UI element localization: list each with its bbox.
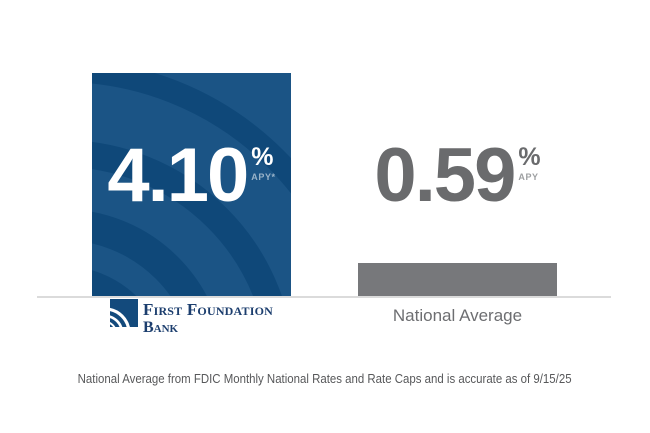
logo-wordmark: First Foundation Bank xyxy=(143,299,273,336)
first-foundation-bank-logo: First Foundation Bank xyxy=(92,299,291,336)
logo-swoosh-icon xyxy=(109,299,138,327)
baseline-axis xyxy=(37,296,611,298)
ffb-percent-sign: % xyxy=(251,143,274,171)
national-rate-value: 0.59 xyxy=(374,133,516,218)
national-value-group: 0.59 % APY xyxy=(358,138,557,214)
ffb-bar xyxy=(92,73,291,296)
ffb-rate-suffix: % APY* xyxy=(251,143,276,183)
ffb-apy-label: APY* xyxy=(251,172,276,182)
national-apy-label: APY xyxy=(518,172,539,182)
logo-name-line2: Bank xyxy=(142,319,179,336)
ffb-rate-value: 4.10 xyxy=(107,133,249,218)
footnote-text: National Average from FDIC Monthly Natio… xyxy=(78,371,572,386)
national-percent-sign: % xyxy=(518,143,541,171)
national-average-bar xyxy=(358,263,557,296)
national-average-label: National Average xyxy=(392,306,523,325)
ffb-value-group: 4.10 % APY* xyxy=(92,138,291,214)
logo-name-line1: First Foundation xyxy=(142,300,273,319)
national-rate-suffix: % APY xyxy=(518,143,541,183)
footnote: National Average from FDIC Monthly Natio… xyxy=(0,371,650,386)
